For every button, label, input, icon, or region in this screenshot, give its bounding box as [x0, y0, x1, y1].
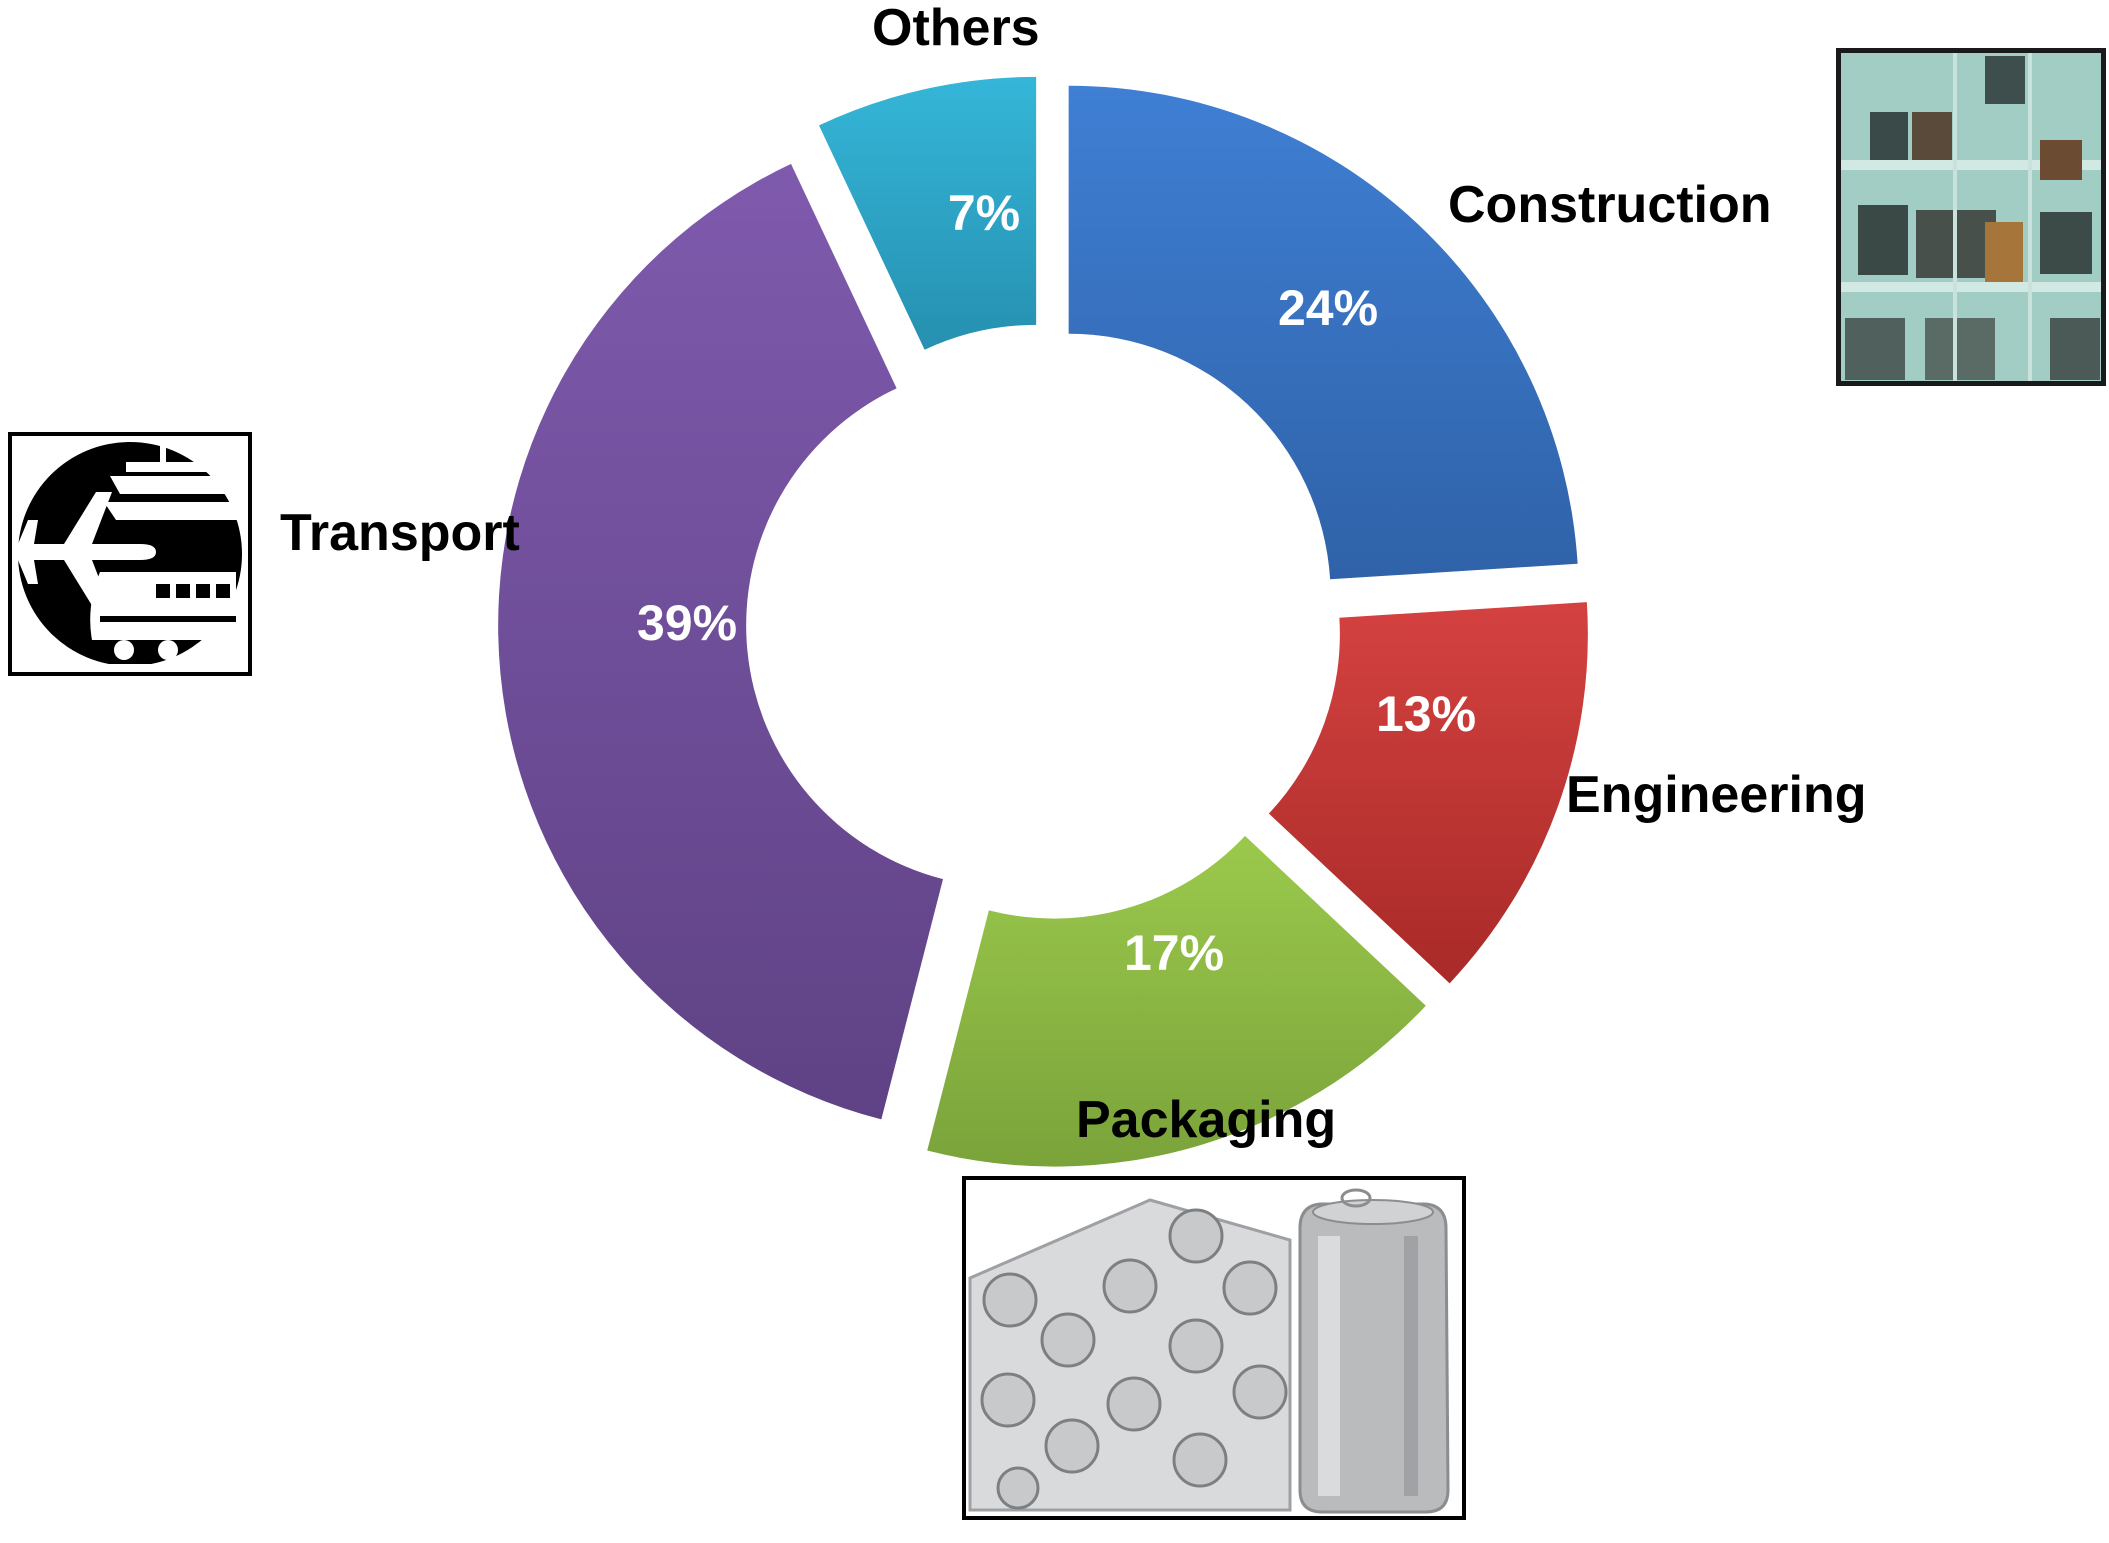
category-label-transport: Transport	[280, 504, 520, 562]
building-facade-photo	[1836, 48, 2106, 386]
data-label-construction: 24%	[1278, 280, 1378, 336]
slice-others	[818, 76, 1037, 350]
category-label-construction: Construction	[1448, 176, 1772, 234]
data-label-others: 7%	[948, 185, 1020, 241]
data-label-transport: 39%	[637, 595, 737, 651]
data-label-engineering: 13%	[1376, 686, 1476, 742]
category-label-packaging: Packaging	[1076, 1091, 1336, 1149]
category-label-others: Others	[872, 0, 1040, 57]
category-label-engineering: Engineering	[1566, 766, 1866, 824]
blister-pack-and-can-photo	[962, 1176, 1466, 1520]
slice-engineering	[1268, 602, 1588, 984]
slice-construction	[1068, 85, 1578, 580]
slice-packaging	[927, 835, 1426, 1167]
data-label-packaging: 17%	[1124, 925, 1224, 981]
slice-transport	[498, 163, 944, 1120]
ship-plane-train-icon	[8, 432, 252, 676]
